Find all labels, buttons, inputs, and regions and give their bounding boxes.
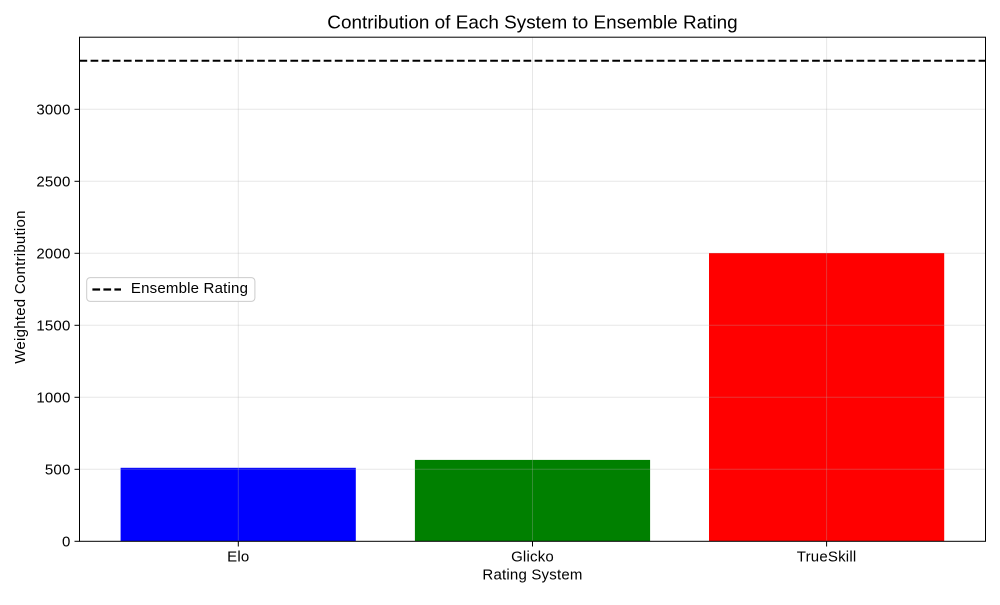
svg-text:2500: 2500 bbox=[36, 173, 70, 190]
svg-text:3000: 3000 bbox=[36, 101, 70, 118]
svg-text:Ensemble Rating: Ensemble Rating bbox=[131, 280, 248, 297]
svg-text:Contribution of Each System to: Contribution of Each System to Ensemble … bbox=[327, 13, 737, 34]
svg-text:Weighted Contribution: Weighted Contribution bbox=[12, 210, 29, 363]
svg-text:TrueSkill: TrueSkill bbox=[797, 549, 857, 566]
svg-text:Elo: Elo bbox=[227, 549, 249, 566]
svg-text:1000: 1000 bbox=[36, 389, 70, 406]
svg-text:0: 0 bbox=[62, 533, 71, 550]
svg-text:500: 500 bbox=[45, 461, 71, 478]
svg-text:Glicko: Glicko bbox=[511, 549, 554, 566]
svg-text:1500: 1500 bbox=[36, 317, 70, 334]
svg-text:Rating System: Rating System bbox=[482, 566, 582, 583]
svg-text:2000: 2000 bbox=[36, 245, 70, 262]
